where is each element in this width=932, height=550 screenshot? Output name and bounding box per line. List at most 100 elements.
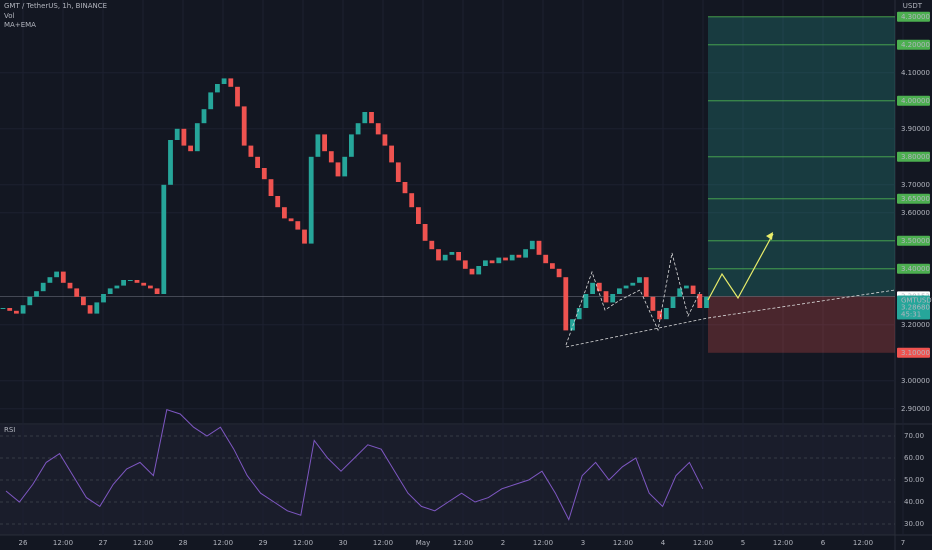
x-tick-label: 12:00 (213, 539, 233, 547)
level-tag (897, 39, 930, 50)
candle (570, 319, 575, 331)
candle (215, 84, 220, 93)
candle (576, 308, 582, 320)
x-tick-label: 26 (19, 539, 28, 547)
candle (603, 291, 609, 303)
level-label: 3.65000 (901, 195, 930, 203)
candle (469, 268, 475, 275)
y-tick-label: 3.20000 (901, 321, 930, 329)
last-countdown: 45:31 (901, 310, 921, 318)
level-tag (897, 235, 930, 246)
candle (20, 305, 26, 314)
volume-label: Vol (4, 12, 15, 20)
level-label: 3.80000 (901, 153, 930, 161)
level-label: 4.00000 (901, 97, 930, 105)
x-tick-label: 12:00 (53, 539, 73, 547)
candle (496, 257, 502, 264)
candle (416, 207, 421, 224)
candle (322, 134, 327, 152)
candle (194, 123, 200, 152)
candle (148, 285, 153, 289)
y-tick-label: 2.90000 (901, 405, 930, 413)
projection-arrow (707, 233, 774, 301)
candle (101, 294, 106, 303)
x-tick-label: 28 (179, 539, 188, 547)
rsi-tick-label: 70.00 (904, 432, 924, 440)
candle (114, 285, 120, 289)
x-tick-label: 12:00 (293, 539, 313, 547)
candle (308, 156, 314, 244)
rsi-line (5, 408, 704, 521)
level-tag (897, 193, 930, 204)
candle (543, 254, 549, 264)
rsi-tick-label: 30.00 (904, 520, 924, 528)
candle (623, 285, 629, 289)
stop-tag (897, 347, 930, 358)
candle (201, 109, 207, 124)
candle (261, 168, 267, 180)
rsi-tick-label: 60.00 (904, 454, 924, 462)
y-tick-label: 3.70000 (901, 181, 930, 189)
candle (81, 296, 86, 306)
loss-zone (708, 296, 895, 353)
candle (181, 128, 187, 146)
candle (442, 254, 448, 261)
candle (395, 162, 401, 182)
candle (302, 229, 307, 244)
candle (208, 92, 214, 110)
candle (67, 282, 73, 289)
candle (14, 310, 19, 314)
symbol-title: GMT / TetherUS, 1h, BINANCE (4, 2, 107, 10)
candle (375, 123, 381, 135)
stop-label: 3.10000 (901, 349, 930, 357)
x-tick-label: 3 (581, 539, 585, 547)
candle (328, 151, 334, 163)
candle (141, 282, 147, 286)
candle (462, 260, 468, 269)
candle (349, 134, 354, 157)
candle (40, 282, 46, 292)
candle (643, 277, 649, 297)
level-tag (897, 263, 930, 274)
level-tag (897, 11, 930, 22)
candle (436, 249, 441, 261)
x-tick-label: 12:00 (453, 539, 473, 547)
x-tick-label: 12:00 (853, 539, 873, 547)
y-tick-label: 3.00000 (901, 377, 930, 385)
candle (315, 134, 321, 157)
candle (516, 254, 522, 258)
candle (677, 288, 683, 297)
x-tick-label: 12:00 (613, 539, 633, 547)
trend-line (565, 289, 896, 348)
candle (503, 257, 508, 261)
y-tick-label: 3.90000 (901, 125, 930, 133)
candle (121, 280, 126, 286)
candle (221, 78, 227, 84)
candle (275, 196, 281, 208)
x-tick-label: 5 (741, 539, 745, 547)
candle (134, 280, 140, 283)
x-tick-label: 12:00 (133, 539, 153, 547)
candle (509, 254, 515, 261)
candle (27, 296, 33, 306)
candle (402, 182, 408, 194)
candle (617, 288, 622, 294)
candle (429, 240, 435, 250)
x-tick-label: 12:00 (773, 539, 793, 547)
candle (563, 277, 569, 331)
level-label: 4.20000 (901, 41, 930, 49)
candle (54, 271, 59, 278)
candle (456, 252, 461, 261)
candle (154, 288, 160, 294)
candle (389, 145, 394, 163)
rsi-tick-label: 40.00 (904, 498, 924, 506)
candle (489, 260, 495, 264)
candle (523, 249, 528, 258)
x-tick-label: 7 (901, 539, 905, 547)
candle (335, 162, 341, 177)
candle (476, 266, 482, 275)
candle (382, 134, 388, 146)
candle (355, 123, 361, 135)
candle (295, 221, 301, 230)
